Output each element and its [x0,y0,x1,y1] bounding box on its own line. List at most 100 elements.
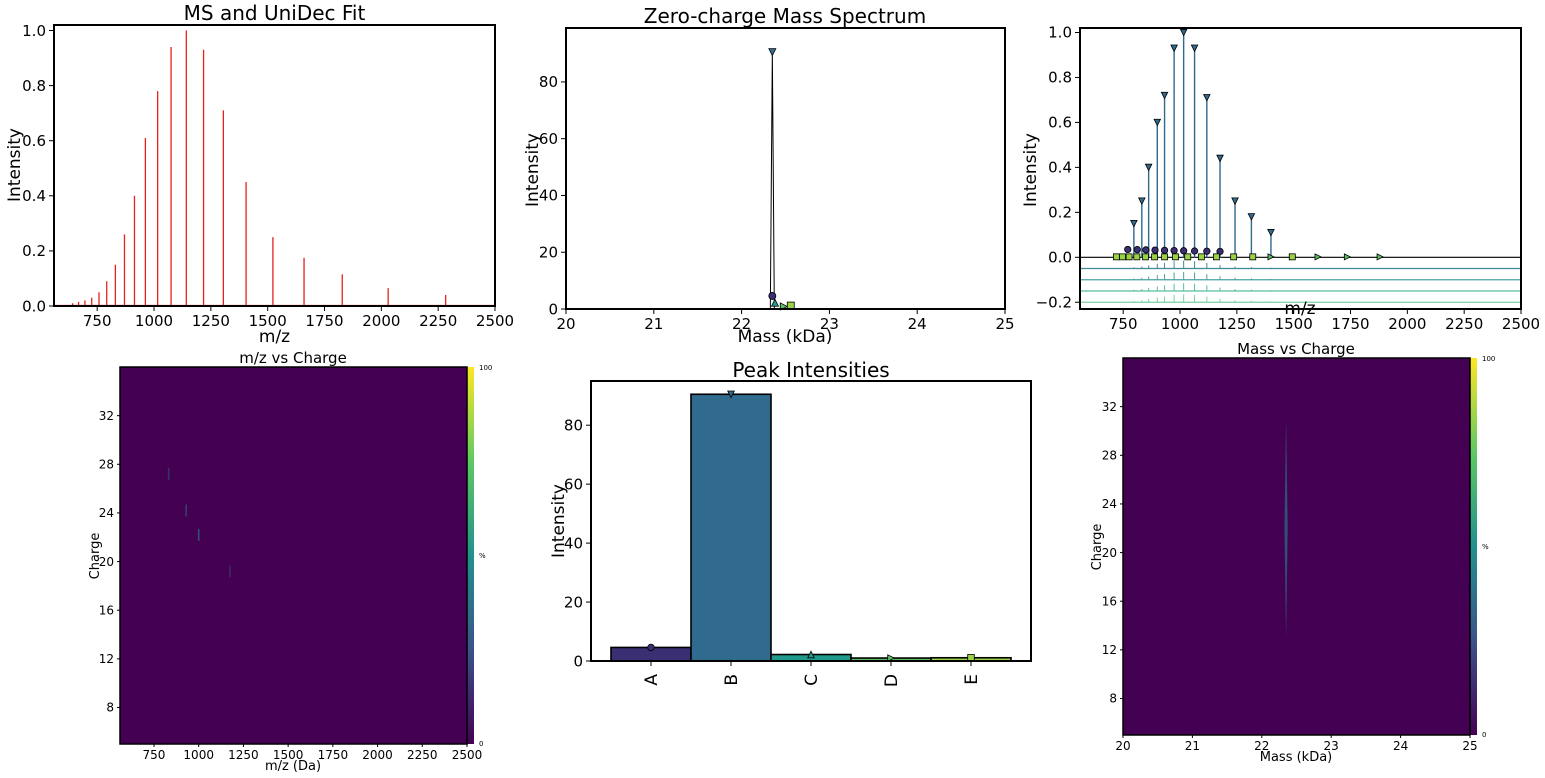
mass-charge-ytick-label: 8 [1109,692,1117,706]
ms-peaks-xtick-label: 1000 [1161,315,1199,333]
ms-peaks-marker-A [1180,247,1188,255]
ms-fit-xtick-label: 1250 [192,312,230,330]
ms-peaks-marker-A [1190,247,1199,255]
ms-peaks-marker-A [1133,246,1141,254]
zero-charge-xtick-label: 20 [556,315,575,333]
ms-peaks-marker-B [1267,228,1275,237]
zero-charge-xtick-label: 23 [820,315,839,333]
ms-peaks-marker-E [1119,253,1126,261]
ms-peaks-ytick-label: −0.2 [1036,294,1072,312]
ms-peaks-marker-E [1133,253,1141,261]
ms-peaks-marker-B [1247,213,1256,221]
ms-peaks-marker-E [1212,253,1220,261]
mz-charge-spot [167,468,170,481]
peak-intensities-xtick-label: C [802,674,822,686]
ms-peaks-ytick-label: 0.4 [1048,159,1072,177]
ms-fit-xtick-label: 1750 [305,312,343,330]
ms-peaks-marker-E [1197,253,1205,261]
ms-fit-xtick-label: 750 [83,312,112,330]
ms-peaks-frame [1079,27,1522,310]
zero-charge-panel: Zero-charge Mass Spectrum 20 21 22 23 24 2502… [523,4,1015,347]
mass-charge-ytick-label: 32 [1102,400,1117,414]
ms-peaks-xtick-label: 2500 [1502,315,1540,333]
mass-charge-colorbar [1470,358,1477,735]
ms-peaks-marker-A [1124,245,1132,254]
zero-charge-xtick-label: 21 [644,315,663,333]
ms-peaks-marker-B [1216,154,1224,163]
ms-peaks-xtick-label: 1500 [1275,315,1313,333]
ms-peaks-marker-B [1137,197,1146,206]
ms-peaks-marker-E [1184,253,1192,261]
mz-charge-heatmap-bg [120,367,467,744]
ms-peaks-marker-E [1288,253,1296,261]
ms-peaks-marker-B [1160,91,1169,100]
ms-fit-ytick-label: 1.0 [22,22,46,40]
ms-peaks-xlabel: m/z [1284,299,1315,319]
ms-fit-xtick-label: 2500 [476,312,514,330]
ms-fit-title: MS and UniDec Fit [184,1,366,25]
mz-charge-title: m/z vs Charge [239,349,347,367]
mz-charge-ylabel: Charge [88,533,103,580]
ms-peaks-marker-A [1151,246,1159,254]
mz-charge-ytick-label: 28 [99,457,114,471]
ms-fit-ytick-label: 0.4 [22,187,46,205]
peak-intensities-xtick-label: B [722,674,742,686]
peak-intensities-marker-B [727,390,735,399]
ms-peaks-marker-A [1160,246,1169,254]
mass-charge-frame [1122,357,1471,736]
ms-peaks-marker-E [1125,253,1133,261]
peak-intensities-panel: Peak Intensities A B C D E 0 20 40 60 80 Intensit… [549,358,1032,687]
mass-charge-colorbar-min: 0 [1482,731,1486,739]
ms-peaks-marker-A [1203,247,1211,255]
peak-intensities-ylabel: Intensity [549,484,569,558]
mass-charge-ytick-label: 28 [1102,448,1117,462]
peak-intensities-title: Peak Intensities [732,358,889,382]
ms-fit-xtick-label: 1000 [135,312,173,330]
zero-charge-marker-B [768,48,777,57]
zero-charge-xlabel: Mass (kDa) [738,327,833,347]
mz-charge-xtick-label: 1000 [183,748,214,762]
ms-peaks-xtick-label: 750 [1109,315,1138,333]
ms-fit-xtick-label: 2250 [419,312,457,330]
mass-charge-ytick-label: 24 [1102,497,1117,511]
mz-charge-xtick-label: 1250 [228,748,259,762]
ms-peaks-xtick-label: 2250 [1445,315,1483,333]
ms-peaks-xtick-label: 2000 [1388,315,1426,333]
zero-charge-spectrum-line [566,52,1005,310]
peak-intensities-frame [590,380,1032,662]
ms-peaks-marker-B [1190,44,1199,53]
ms-peaks-marker-D [1343,253,1352,261]
ms-peaks-marker-D [1314,253,1322,261]
peak-intensities-marker-D [887,654,896,662]
mz-charge-ytick-label: 12 [99,652,114,666]
peak-intensities-bar-B [690,393,772,662]
ms-peaks-marker-E [1151,253,1158,261]
mz-charge-spot [197,528,200,541]
zero-charge-ytick-label: 60 [539,130,558,148]
mz-charge-ytick-label: 20 [99,555,114,569]
zero-charge-ytick-label: 0 [548,300,558,318]
mass-charge-xtick-label: 23 [1324,739,1339,753]
mass-charge-colorbar-max: 100 [1482,355,1495,363]
mz-charge-xtick-label: 2500 [452,748,483,762]
mz-charge-frame [119,366,468,745]
ms-fit-ytick-label: 0.2 [22,242,46,260]
peak-intensities-xtick-label: E [962,674,982,685]
mz-charge-spot [185,504,187,517]
ms-peaks-marker-A [1170,246,1178,255]
ms-peaks-marker-B [1170,44,1178,53]
ms-peaks-ytick-label: 0.2 [1048,204,1072,222]
zero-charge-xtick-label: 22 [732,315,751,333]
mass-charge-ytick-label: 20 [1102,546,1117,560]
ms-peaks-ytick-label: 1.0 [1048,24,1072,42]
peak-intensities-ytick-label: 20 [564,593,583,611]
ms-fit-ytick-label: 0.0 [22,297,46,315]
peak-intensities-plot-area: A B C D E 0 20 40 60 80 [564,390,1012,687]
ms-peaks-marker-D [1376,253,1384,261]
zero-charge-ytick-label: 20 [539,243,558,261]
ms-peaks-ytick-label: 0.0 [1048,249,1072,267]
zero-charge-marker-C [770,298,780,307]
zero-charge-ylabel: Intensity [523,133,543,207]
zero-charge-xtick-label: 24 [908,315,927,333]
ms-peaks-marker-B [1202,94,1211,102]
